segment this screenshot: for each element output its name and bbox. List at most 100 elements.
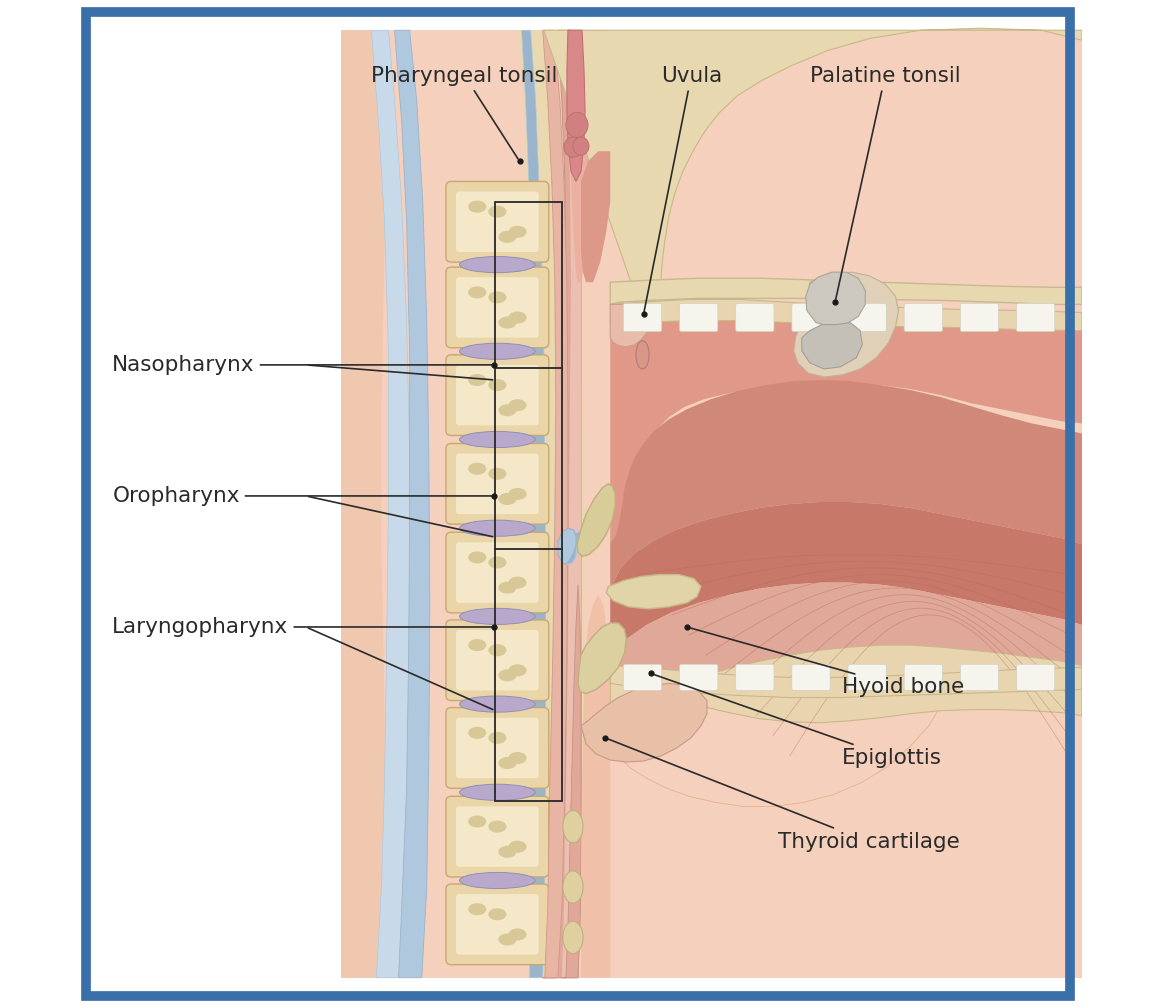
Ellipse shape xyxy=(498,582,517,594)
Polygon shape xyxy=(562,585,581,978)
FancyBboxPatch shape xyxy=(623,303,661,332)
Ellipse shape xyxy=(509,577,527,589)
FancyBboxPatch shape xyxy=(446,620,549,701)
Ellipse shape xyxy=(498,933,517,946)
Polygon shape xyxy=(610,502,1082,670)
Polygon shape xyxy=(610,380,1082,600)
Polygon shape xyxy=(542,30,1082,423)
FancyBboxPatch shape xyxy=(455,894,539,955)
Ellipse shape xyxy=(468,201,487,213)
Polygon shape xyxy=(610,665,1082,698)
Polygon shape xyxy=(581,595,610,978)
Text: Pharyngeal tonsil: Pharyngeal tonsil xyxy=(371,66,557,159)
Polygon shape xyxy=(341,30,1082,978)
FancyBboxPatch shape xyxy=(1016,664,1054,690)
Polygon shape xyxy=(568,30,610,282)
Polygon shape xyxy=(610,304,649,347)
FancyBboxPatch shape xyxy=(446,355,549,435)
Text: Laryngopharynx: Laryngopharynx xyxy=(112,617,491,637)
Text: Hyoid bone: Hyoid bone xyxy=(689,628,964,698)
FancyBboxPatch shape xyxy=(455,454,539,514)
Polygon shape xyxy=(558,528,576,564)
Ellipse shape xyxy=(509,488,527,500)
FancyBboxPatch shape xyxy=(455,630,539,690)
FancyBboxPatch shape xyxy=(1016,303,1054,332)
FancyBboxPatch shape xyxy=(961,664,999,690)
Ellipse shape xyxy=(488,206,506,218)
Ellipse shape xyxy=(460,696,535,713)
Polygon shape xyxy=(802,323,862,369)
Polygon shape xyxy=(806,272,866,327)
FancyBboxPatch shape xyxy=(446,267,549,348)
Ellipse shape xyxy=(488,908,506,920)
Polygon shape xyxy=(610,299,1082,542)
FancyBboxPatch shape xyxy=(849,664,887,690)
Polygon shape xyxy=(542,30,568,978)
Ellipse shape xyxy=(488,556,506,569)
Ellipse shape xyxy=(488,821,506,833)
Polygon shape xyxy=(610,278,1082,304)
Polygon shape xyxy=(422,30,583,978)
FancyBboxPatch shape xyxy=(680,664,718,690)
Ellipse shape xyxy=(563,871,583,903)
Ellipse shape xyxy=(468,903,487,915)
Ellipse shape xyxy=(460,784,535,800)
Text: Oropharynx: Oropharynx xyxy=(112,486,491,506)
Polygon shape xyxy=(542,30,581,978)
FancyBboxPatch shape xyxy=(792,664,830,690)
Ellipse shape xyxy=(498,404,517,416)
Polygon shape xyxy=(556,30,581,978)
Ellipse shape xyxy=(460,344,535,360)
FancyBboxPatch shape xyxy=(904,303,942,332)
Polygon shape xyxy=(610,649,946,806)
Text: Nasopharynx: Nasopharynx xyxy=(112,355,491,375)
FancyBboxPatch shape xyxy=(961,303,999,332)
Ellipse shape xyxy=(460,608,535,625)
Ellipse shape xyxy=(488,379,506,391)
Ellipse shape xyxy=(509,399,527,411)
FancyBboxPatch shape xyxy=(904,664,942,690)
Ellipse shape xyxy=(563,810,583,843)
Polygon shape xyxy=(610,299,1082,331)
FancyBboxPatch shape xyxy=(446,181,549,262)
Ellipse shape xyxy=(468,639,487,651)
Ellipse shape xyxy=(564,137,581,157)
FancyBboxPatch shape xyxy=(455,277,539,338)
Ellipse shape xyxy=(509,226,527,238)
Ellipse shape xyxy=(488,468,506,480)
Polygon shape xyxy=(543,28,1082,368)
Ellipse shape xyxy=(563,921,583,954)
FancyBboxPatch shape xyxy=(446,796,549,877)
Text: Uvula: Uvula xyxy=(644,66,721,311)
Ellipse shape xyxy=(566,113,588,138)
Ellipse shape xyxy=(468,463,487,475)
Ellipse shape xyxy=(498,757,517,769)
FancyBboxPatch shape xyxy=(455,806,539,867)
Ellipse shape xyxy=(573,137,590,155)
Ellipse shape xyxy=(509,664,527,676)
Polygon shape xyxy=(394,30,430,978)
Ellipse shape xyxy=(460,520,535,536)
FancyBboxPatch shape xyxy=(446,532,549,613)
FancyBboxPatch shape xyxy=(735,303,775,332)
Polygon shape xyxy=(606,575,701,609)
Polygon shape xyxy=(562,529,581,564)
Polygon shape xyxy=(341,30,388,978)
Polygon shape xyxy=(371,30,410,978)
FancyBboxPatch shape xyxy=(446,708,549,788)
Ellipse shape xyxy=(468,551,487,563)
Polygon shape xyxy=(794,272,898,377)
Ellipse shape xyxy=(498,493,517,505)
FancyBboxPatch shape xyxy=(455,542,539,603)
FancyBboxPatch shape xyxy=(455,718,539,778)
Ellipse shape xyxy=(468,727,487,739)
Text: Palatine tonsil: Palatine tonsil xyxy=(810,66,961,299)
Ellipse shape xyxy=(509,752,527,764)
Text: Epiglottis: Epiglottis xyxy=(653,674,942,768)
Ellipse shape xyxy=(498,669,517,681)
FancyBboxPatch shape xyxy=(446,444,549,524)
Polygon shape xyxy=(581,151,610,282)
Ellipse shape xyxy=(498,317,517,329)
Ellipse shape xyxy=(488,291,506,303)
Ellipse shape xyxy=(488,644,506,656)
